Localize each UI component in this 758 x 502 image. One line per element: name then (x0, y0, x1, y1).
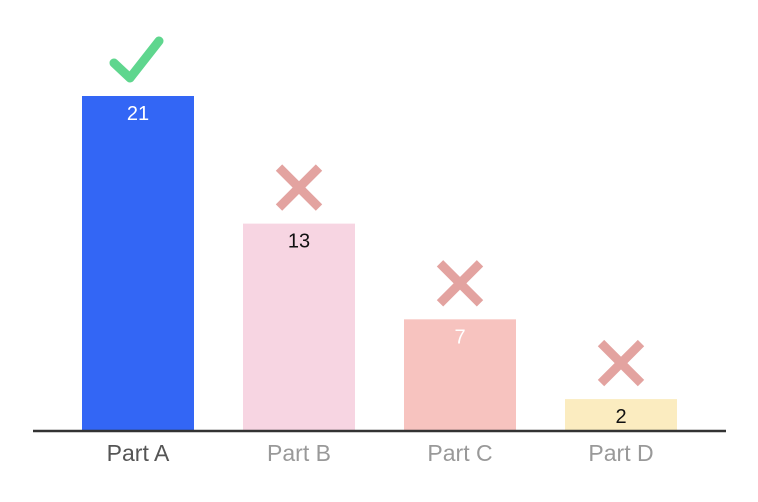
bar-part-d (565, 399, 677, 431)
markers-layer (109, 36, 645, 387)
category-label-part-d: Part D (588, 440, 653, 466)
bar-part-c (404, 319, 516, 431)
cross-icon (275, 164, 323, 211)
cross-icon (436, 260, 484, 307)
bar-part-a (82, 96, 194, 431)
category-label-part-b: Part B (267, 440, 331, 466)
bar-part-b (243, 223, 355, 431)
check-icon (109, 36, 164, 83)
value-labels-layer: 21 13 7 2 (127, 103, 627, 428)
value-label-part-c: 7 (454, 326, 465, 348)
category-label-part-a: Part A (107, 440, 170, 466)
category-labels-layer: Part A Part B Part C Part D (107, 440, 654, 466)
value-label-part-b: 13 (288, 231, 310, 253)
value-label-part-d: 2 (615, 406, 626, 428)
category-label-part-c: Part C (427, 440, 492, 466)
bars-layer (82, 96, 677, 431)
value-label-part-a: 21 (127, 103, 149, 125)
cross-icon (597, 339, 645, 387)
